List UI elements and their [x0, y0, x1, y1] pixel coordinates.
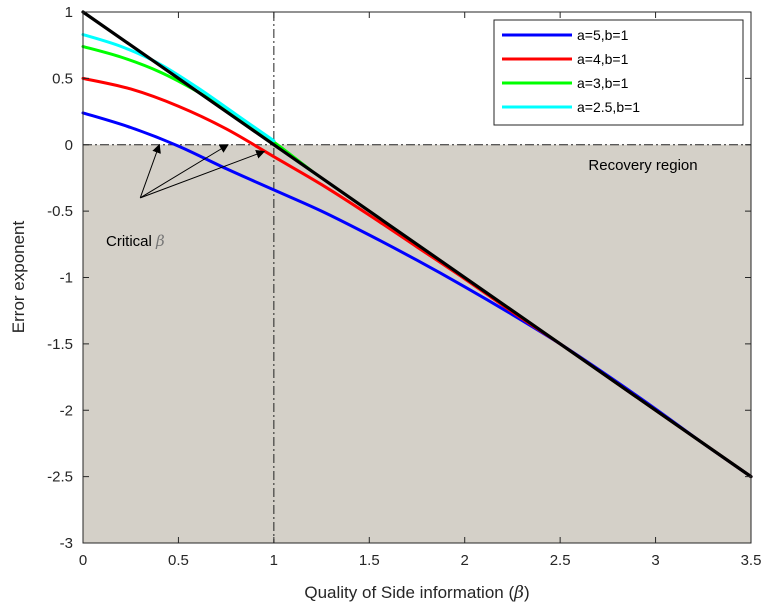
critical-beta-arrow [139, 144, 229, 199]
x-tick-label: 3.5 [741, 552, 762, 569]
y-tick-label: -0.5 [47, 203, 73, 220]
critical-beta-arrows [139, 143, 266, 199]
x-tick-label: 0 [79, 552, 87, 569]
x-axis-label-text: Quality of Side information ( [304, 583, 514, 602]
legend: a=5,b=1 a=4,b=1 a=3,b=1 a=2.5,b=1 [493, 19, 744, 126]
legend-label: a=2.5,b=1 [577, 99, 640, 115]
y-tick-label: -2 [60, 402, 73, 419]
x-axis-label-suffix: ) [524, 583, 530, 602]
y-axis-label: Error exponent [9, 220, 28, 333]
series-line-bound [81, 10, 753, 479]
x-tick-label: 0.5 [168, 552, 189, 569]
x-tick-label: 1 [270, 552, 278, 569]
y-tick-label: -2.5 [47, 469, 73, 486]
x-tick-label: 2.5 [550, 552, 571, 569]
legend-label: a=5,b=1 [577, 27, 629, 43]
y-tick-label: -1.5 [47, 336, 73, 353]
x-tick-label: 1.5 [359, 552, 380, 569]
x-tick-label: 2 [461, 552, 469, 569]
y-tick-label: 0.5 [52, 70, 73, 87]
x-axis-ticks: 0 0.5 1 1.5 2 2.5 3 3.5 [79, 12, 762, 569]
y-tick-label: 0 [65, 137, 73, 154]
critical-beta-symbol: β [155, 232, 165, 250]
critical-beta-arrow [140, 150, 266, 199]
y-tick-label: -1 [60, 270, 73, 287]
x-axis-label: Quality of Side information (β) [304, 583, 529, 603]
x-axis-label-symbol: β [513, 583, 524, 603]
series-group [81, 10, 753, 479]
y-tick-label: -3 [60, 535, 73, 552]
legend-label: a=3,b=1 [577, 75, 629, 91]
recovery-region-shade [83, 144, 751, 543]
legend-label: a=4,b=1 [577, 51, 629, 67]
critical-beta-arrow [139, 143, 161, 199]
recovery-region-label: Recovery region [588, 157, 697, 174]
series-line-a-2p5-b-1 [81, 33, 276, 143]
y-axis-ticks: 1 0.5 0 -0.5 -1 -1.5 -2 -2.5 -3 [47, 4, 751, 552]
critical-beta-text: Critical [106, 233, 152, 250]
critical-beta-label: Critical β [106, 232, 165, 250]
y-tick-label: 1 [65, 4, 73, 21]
x-tick-label: 3 [651, 552, 659, 569]
